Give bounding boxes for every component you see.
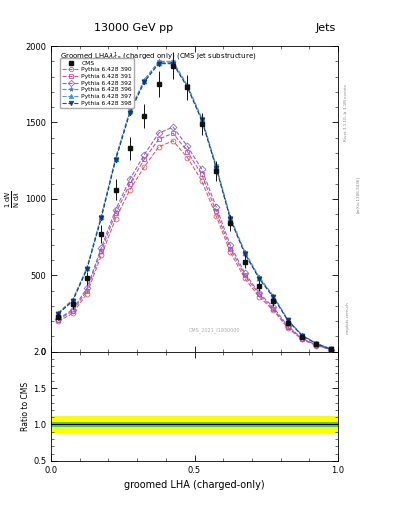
CMS bbox=[314, 342, 319, 348]
CMS bbox=[156, 81, 161, 88]
Text: Jets: Jets bbox=[316, 23, 336, 33]
Text: Rivet 3.1.10, ≥ 3.1M events: Rivet 3.1.10, ≥ 3.1M events bbox=[344, 84, 348, 141]
CMS bbox=[257, 283, 261, 289]
CMS bbox=[271, 298, 276, 304]
Text: CMS_2021_I1930000: CMS_2021_I1930000 bbox=[189, 328, 240, 333]
CMS bbox=[128, 145, 132, 152]
CMS bbox=[113, 187, 118, 193]
Y-axis label: $\frac{1}{\mathrm{N}} \frac{\mathrm{d}N}{\mathrm{d}\lambda}$: $\frac{1}{\mathrm{N}} \frac{\mathrm{d}N}… bbox=[4, 190, 22, 208]
CMS bbox=[171, 63, 175, 69]
CMS bbox=[285, 319, 290, 326]
X-axis label: groomed LHA (charged-only): groomed LHA (charged-only) bbox=[124, 480, 265, 490]
CMS bbox=[329, 346, 333, 352]
CMS bbox=[228, 220, 233, 226]
CMS bbox=[242, 259, 247, 265]
CMS bbox=[214, 168, 219, 175]
Y-axis label: Ratio to CMS: Ratio to CMS bbox=[21, 381, 30, 431]
CMS bbox=[199, 121, 204, 127]
Text: Groomed LHA$\lambda^{1}_{0.5}$ (charged only) (CMS jet substructure): Groomed LHA$\lambda^{1}_{0.5}$ (charged … bbox=[60, 51, 256, 64]
Text: [arXiv:1306.3436]: [arXiv:1306.3436] bbox=[356, 176, 360, 213]
CMS bbox=[84, 275, 89, 282]
CMS bbox=[70, 301, 75, 307]
CMS bbox=[300, 334, 305, 340]
Text: 13000 GeV pp: 13000 GeV pp bbox=[94, 23, 173, 33]
CMS bbox=[142, 113, 147, 119]
CMS bbox=[185, 84, 190, 91]
Legend: CMS, Pythia 6.428 390, Pythia 6.428 391, Pythia 6.428 392, Pythia 6.428 396, Pyt: CMS, Pythia 6.428 390, Pythia 6.428 391,… bbox=[60, 58, 134, 108]
Text: mcplots.cern.ch: mcplots.cern.ch bbox=[346, 301, 350, 334]
Line: CMS: CMS bbox=[56, 63, 333, 352]
CMS bbox=[99, 231, 104, 237]
CMS bbox=[56, 313, 61, 319]
